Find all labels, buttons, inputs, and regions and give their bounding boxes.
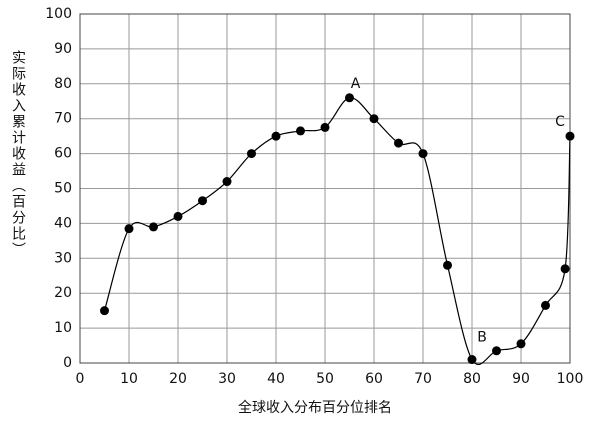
point (516, 339, 526, 349)
annotation: A (351, 76, 361, 92)
point (173, 211, 183, 221)
x-tick-label: 100 (557, 371, 584, 387)
point (149, 222, 158, 232)
x-tick-label: 90 (512, 371, 530, 387)
y-tick-label: 70 (54, 111, 72, 127)
x-tick-label: 70 (414, 371, 432, 387)
point (394, 138, 403, 148)
line (103, 97, 571, 366)
y-axis-title: 实际收入累计收益（百分比） (10, 50, 26, 258)
point (296, 126, 305, 136)
point (541, 300, 550, 310)
x-tick-label: 10 (120, 371, 138, 387)
point (418, 149, 428, 159)
y-tick-label: 40 (54, 215, 72, 231)
x-axis-title: 全球收入分布百分位排名 (238, 399, 392, 416)
point (345, 93, 354, 103)
x-tick-label: 20 (169, 371, 187, 387)
x-tick-label: 40 (267, 371, 285, 387)
y-tick-label: 20 (54, 285, 72, 301)
point (320, 122, 330, 132)
y-tick-label: 90 (54, 41, 72, 57)
annotation: B (477, 330, 487, 346)
x-tick-label: 30 (218, 371, 236, 387)
point (369, 114, 379, 124)
x-tick-label: 80 (463, 371, 481, 387)
y-tick-label: 100 (45, 6, 72, 22)
annotation: C (555, 114, 565, 130)
y-tick-label: 80 (54, 76, 72, 92)
point (560, 264, 570, 274)
point (247, 149, 256, 159)
y-tick-label: 30 (54, 250, 72, 266)
point (222, 177, 232, 187)
point (100, 306, 109, 316)
point (124, 224, 134, 234)
x-tick-label: 50 (316, 371, 334, 387)
point (271, 131, 281, 141)
point (443, 260, 452, 270)
x-tick-label: 0 (76, 371, 85, 387)
point (198, 196, 207, 206)
point (565, 131, 575, 141)
y-tick-label: 0 (63, 355, 72, 371)
point (492, 346, 501, 356)
y-tick-label: 60 (54, 146, 72, 162)
y-tick-label: 50 (54, 181, 72, 197)
point (467, 355, 477, 365)
plot-frame (79, 13, 571, 364)
x-tick-label: 60 (365, 371, 383, 387)
y-tick-label: 10 (54, 320, 72, 336)
